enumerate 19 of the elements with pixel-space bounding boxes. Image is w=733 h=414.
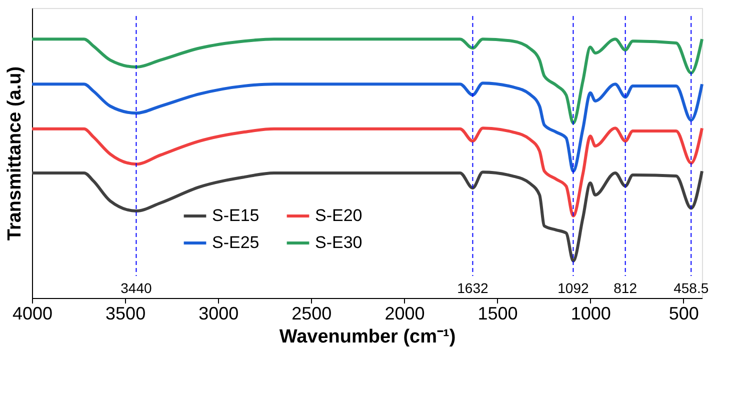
x-tick-label: 1000 [570, 304, 611, 324]
x-tick-label: 1500 [478, 304, 518, 324]
x-tick-label: 3500 [106, 304, 146, 324]
x-tick-label: 3000 [198, 304, 239, 324]
x-tick-label: 4000 [12, 304, 53, 324]
ref-line-label: 812 [614, 280, 638, 296]
ref-line-label: 3440 [120, 280, 152, 296]
x-tick-label: 500 [668, 304, 699, 324]
legend-label: S-E20 [315, 206, 362, 225]
ref-line-label: 1632 [457, 280, 488, 296]
x-tick-label: 2000 [384, 304, 425, 324]
x-axis-title: Wavenumber (cm⁻¹) [279, 326, 456, 348]
legend-label: S-E30 [315, 233, 362, 252]
y-axis-title: Transmittance (a.u) [4, 66, 26, 241]
ref-line-label: 458.5 [674, 280, 709, 296]
legend-label: S-E25 [212, 233, 260, 252]
x-tick-label: 2500 [292, 304, 332, 324]
ref-line-label: 1092 [558, 280, 589, 296]
legend-label: S-E15 [212, 206, 260, 225]
